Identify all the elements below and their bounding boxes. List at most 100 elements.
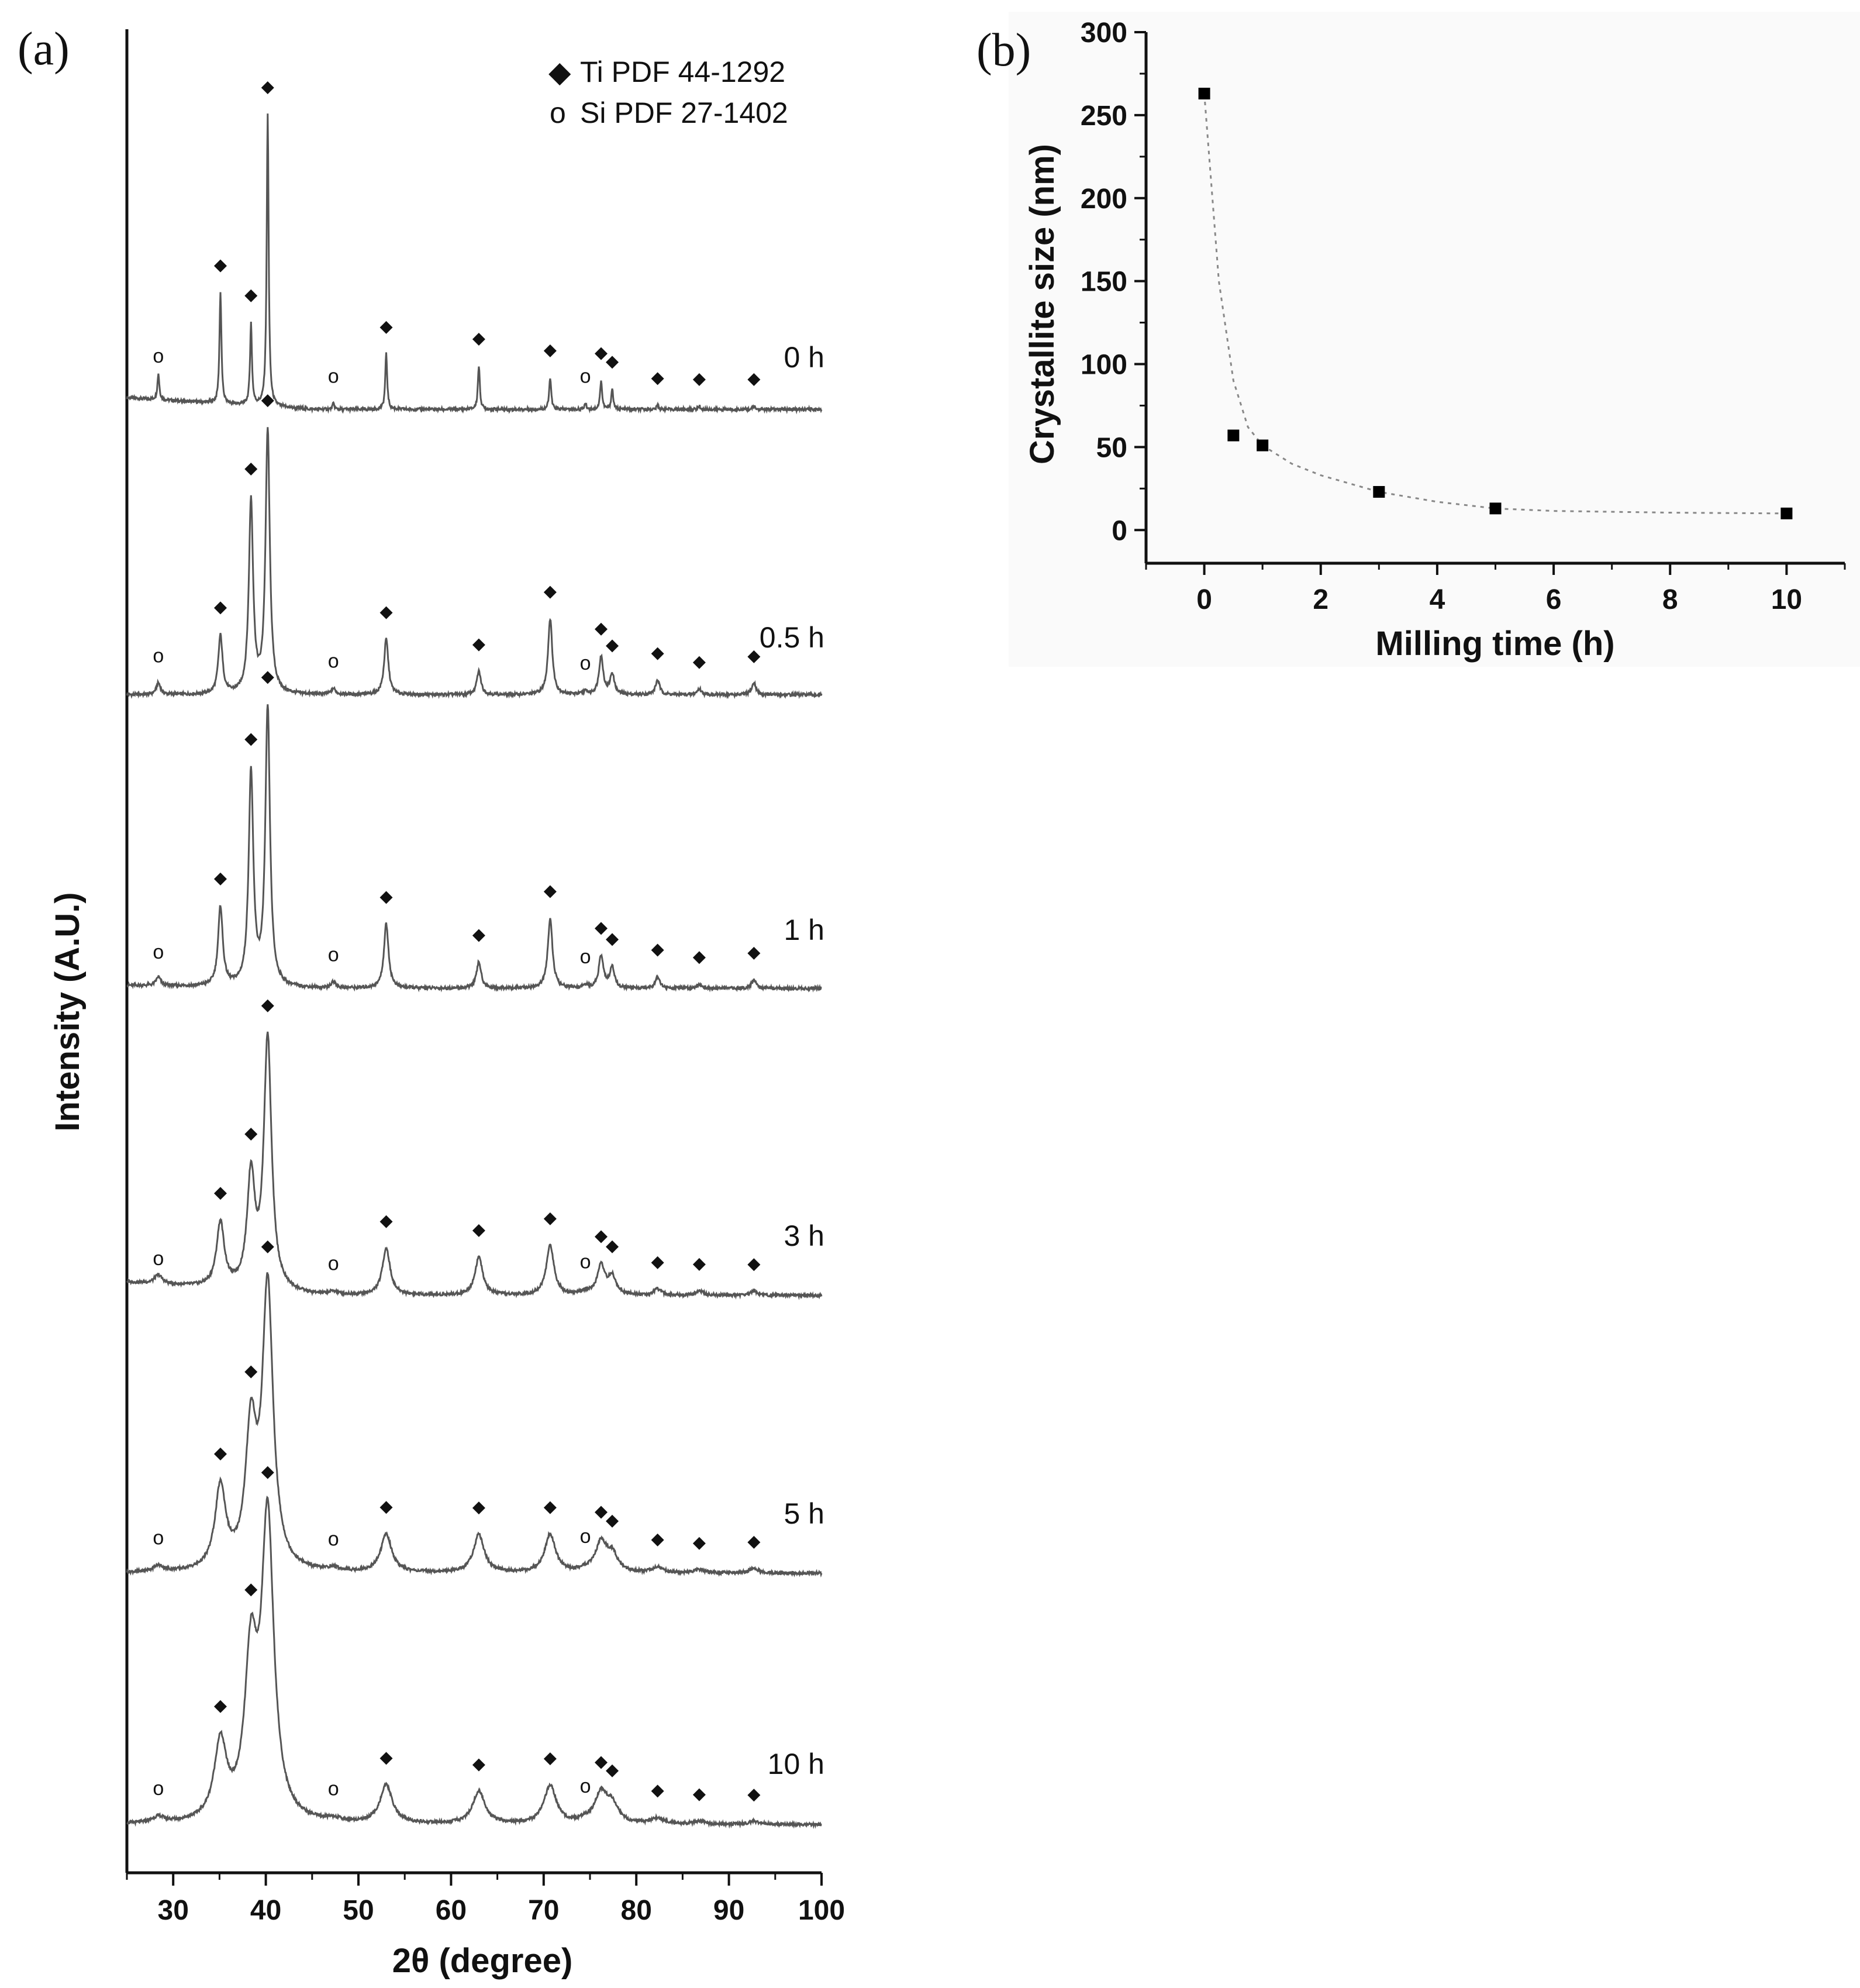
b-y-tick-label: 0 <box>1112 515 1127 546</box>
si-peak-marker: o <box>580 366 591 388</box>
b-y-tick-label: 200 <box>1081 184 1127 215</box>
ti-peak-marker <box>747 1258 761 1272</box>
trace-5h <box>126 1272 823 1578</box>
ti-peak-marker <box>651 943 664 957</box>
data-point-2 <box>1257 439 1269 452</box>
si-peak-marker: o <box>328 943 339 966</box>
panel-a-y-axis-title: Intensity (A.U.) <box>49 892 87 1131</box>
si-peak-marker: o <box>580 1250 591 1273</box>
panel-a-x-axis-title: 2θ (degree) <box>392 1942 573 1980</box>
ti-peak-marker <box>261 671 274 684</box>
ti-peak-marker <box>595 1505 608 1519</box>
si-peak-marker: o <box>328 1252 339 1274</box>
panel-a-traces <box>126 113 823 1829</box>
b-y-tick-label: 150 <box>1081 267 1127 298</box>
data-point-3 <box>1373 485 1385 498</box>
ti-peak-marker <box>651 647 664 660</box>
panel-b-label: (b) <box>976 25 1031 76</box>
ti-peak-marker <box>213 872 227 886</box>
ti-peak-marker <box>692 656 706 669</box>
ti-peak-marker <box>472 1224 485 1238</box>
ti-peak-marker <box>651 1534 664 1547</box>
ti-peak-marker <box>747 373 761 386</box>
ti-peak-marker <box>213 601 227 615</box>
ti-peak-marker <box>244 462 258 476</box>
ti-peak-marker <box>472 332 485 346</box>
si-peak-marker: o <box>153 941 164 963</box>
x-tick-label: 30 <box>158 1895 189 1926</box>
ti-peak-marker <box>379 1752 393 1765</box>
b-y-tick-label: 50 <box>1096 432 1127 463</box>
ti-peak-marker <box>692 373 706 386</box>
trace-10h <box>126 1496 822 1829</box>
b-x-tick-label: 8 <box>1662 584 1678 615</box>
ti-peak-marker <box>595 922 608 935</box>
ti-peak-marker <box>651 1784 664 1798</box>
ti-peak-marker <box>379 606 393 619</box>
panel-b-y-axis-title: Crystallite size (nm) <box>1023 144 1061 464</box>
ti-peak-marker <box>595 622 608 636</box>
ti-peak-marker <box>543 1212 557 1225</box>
fit-curve <box>1203 93 1787 515</box>
si-peak-marker: o <box>328 1777 339 1800</box>
x-tick-label: 60 <box>436 1895 467 1926</box>
ti-peak-marker <box>692 1536 706 1550</box>
ti-peak-marker <box>747 1789 761 1802</box>
legend-si-label: Si PDF 27-1402 <box>580 97 788 129</box>
ti-peak-marker <box>595 1230 608 1243</box>
ti-peak-marker <box>747 650 761 663</box>
si-peak-marker: o <box>153 645 164 667</box>
legend-ti-symbol: ◆ <box>548 56 571 88</box>
si-peak-marker: o <box>153 1527 164 1549</box>
trace-05h <box>126 427 823 700</box>
trace-label-10h: 10 h <box>768 1748 824 1780</box>
legend-si-symbol: o <box>550 97 566 129</box>
ti-peak-marker <box>692 1257 706 1271</box>
ti-peak-marker <box>261 1466 274 1479</box>
ti-peak-marker <box>261 1240 274 1253</box>
panel-b-points <box>1198 87 1793 519</box>
panel-a-label: (a) <box>18 23 70 75</box>
x-tick-label: 90 <box>713 1895 744 1926</box>
trace-3h <box>126 1031 823 1300</box>
ti-peak-marker <box>651 372 664 385</box>
trace-label-05h: 0.5 h <box>760 621 824 654</box>
ti-peak-marker <box>595 347 608 360</box>
ti-peak-marker <box>651 1256 664 1269</box>
si-peak-marker: o <box>580 652 591 674</box>
si-peak-marker: o <box>153 1248 164 1270</box>
ti-peak-marker <box>261 394 274 408</box>
ti-peak-marker <box>379 1501 393 1514</box>
x-tick-label: 80 <box>621 1895 652 1926</box>
x-tick-label: 50 <box>343 1895 374 1926</box>
b-y-tick-label: 300 <box>1081 18 1127 49</box>
ti-peak-marker <box>606 1764 619 1777</box>
ti-peak-marker <box>472 1501 485 1515</box>
ti-peak-marker <box>543 1501 557 1514</box>
ti-peak-marker <box>244 1365 258 1379</box>
trace-label-3h: 3 h <box>784 1219 824 1252</box>
data-point-0 <box>1198 87 1210 99</box>
ti-peak-marker <box>244 289 258 302</box>
ti-peak-marker <box>543 885 557 898</box>
ti-peak-marker <box>472 638 485 652</box>
ti-peak-marker <box>543 1752 557 1766</box>
ti-peak-marker <box>606 1240 619 1253</box>
si-peak-marker: o <box>153 345 164 367</box>
ti-peak-marker <box>692 951 706 964</box>
data-point-4 <box>1489 502 1502 515</box>
panel-a-peak-markers: o o o o o o o o o o o o o o o o o o <box>153 81 761 1802</box>
ti-peak-marker <box>213 1700 227 1713</box>
data-point-1 <box>1227 429 1240 442</box>
trace-label-5h: 5 h <box>784 1497 824 1530</box>
b-y-tick-label: 100 <box>1081 350 1127 381</box>
ti-peak-marker <box>543 585 557 599</box>
ti-peak-marker <box>606 933 619 946</box>
ti-peak-marker <box>244 733 258 746</box>
si-peak-marker: o <box>580 946 591 968</box>
si-peak-marker: o <box>328 650 339 673</box>
ti-peak-marker <box>692 1788 706 1801</box>
ti-peak-marker <box>261 999 274 1012</box>
